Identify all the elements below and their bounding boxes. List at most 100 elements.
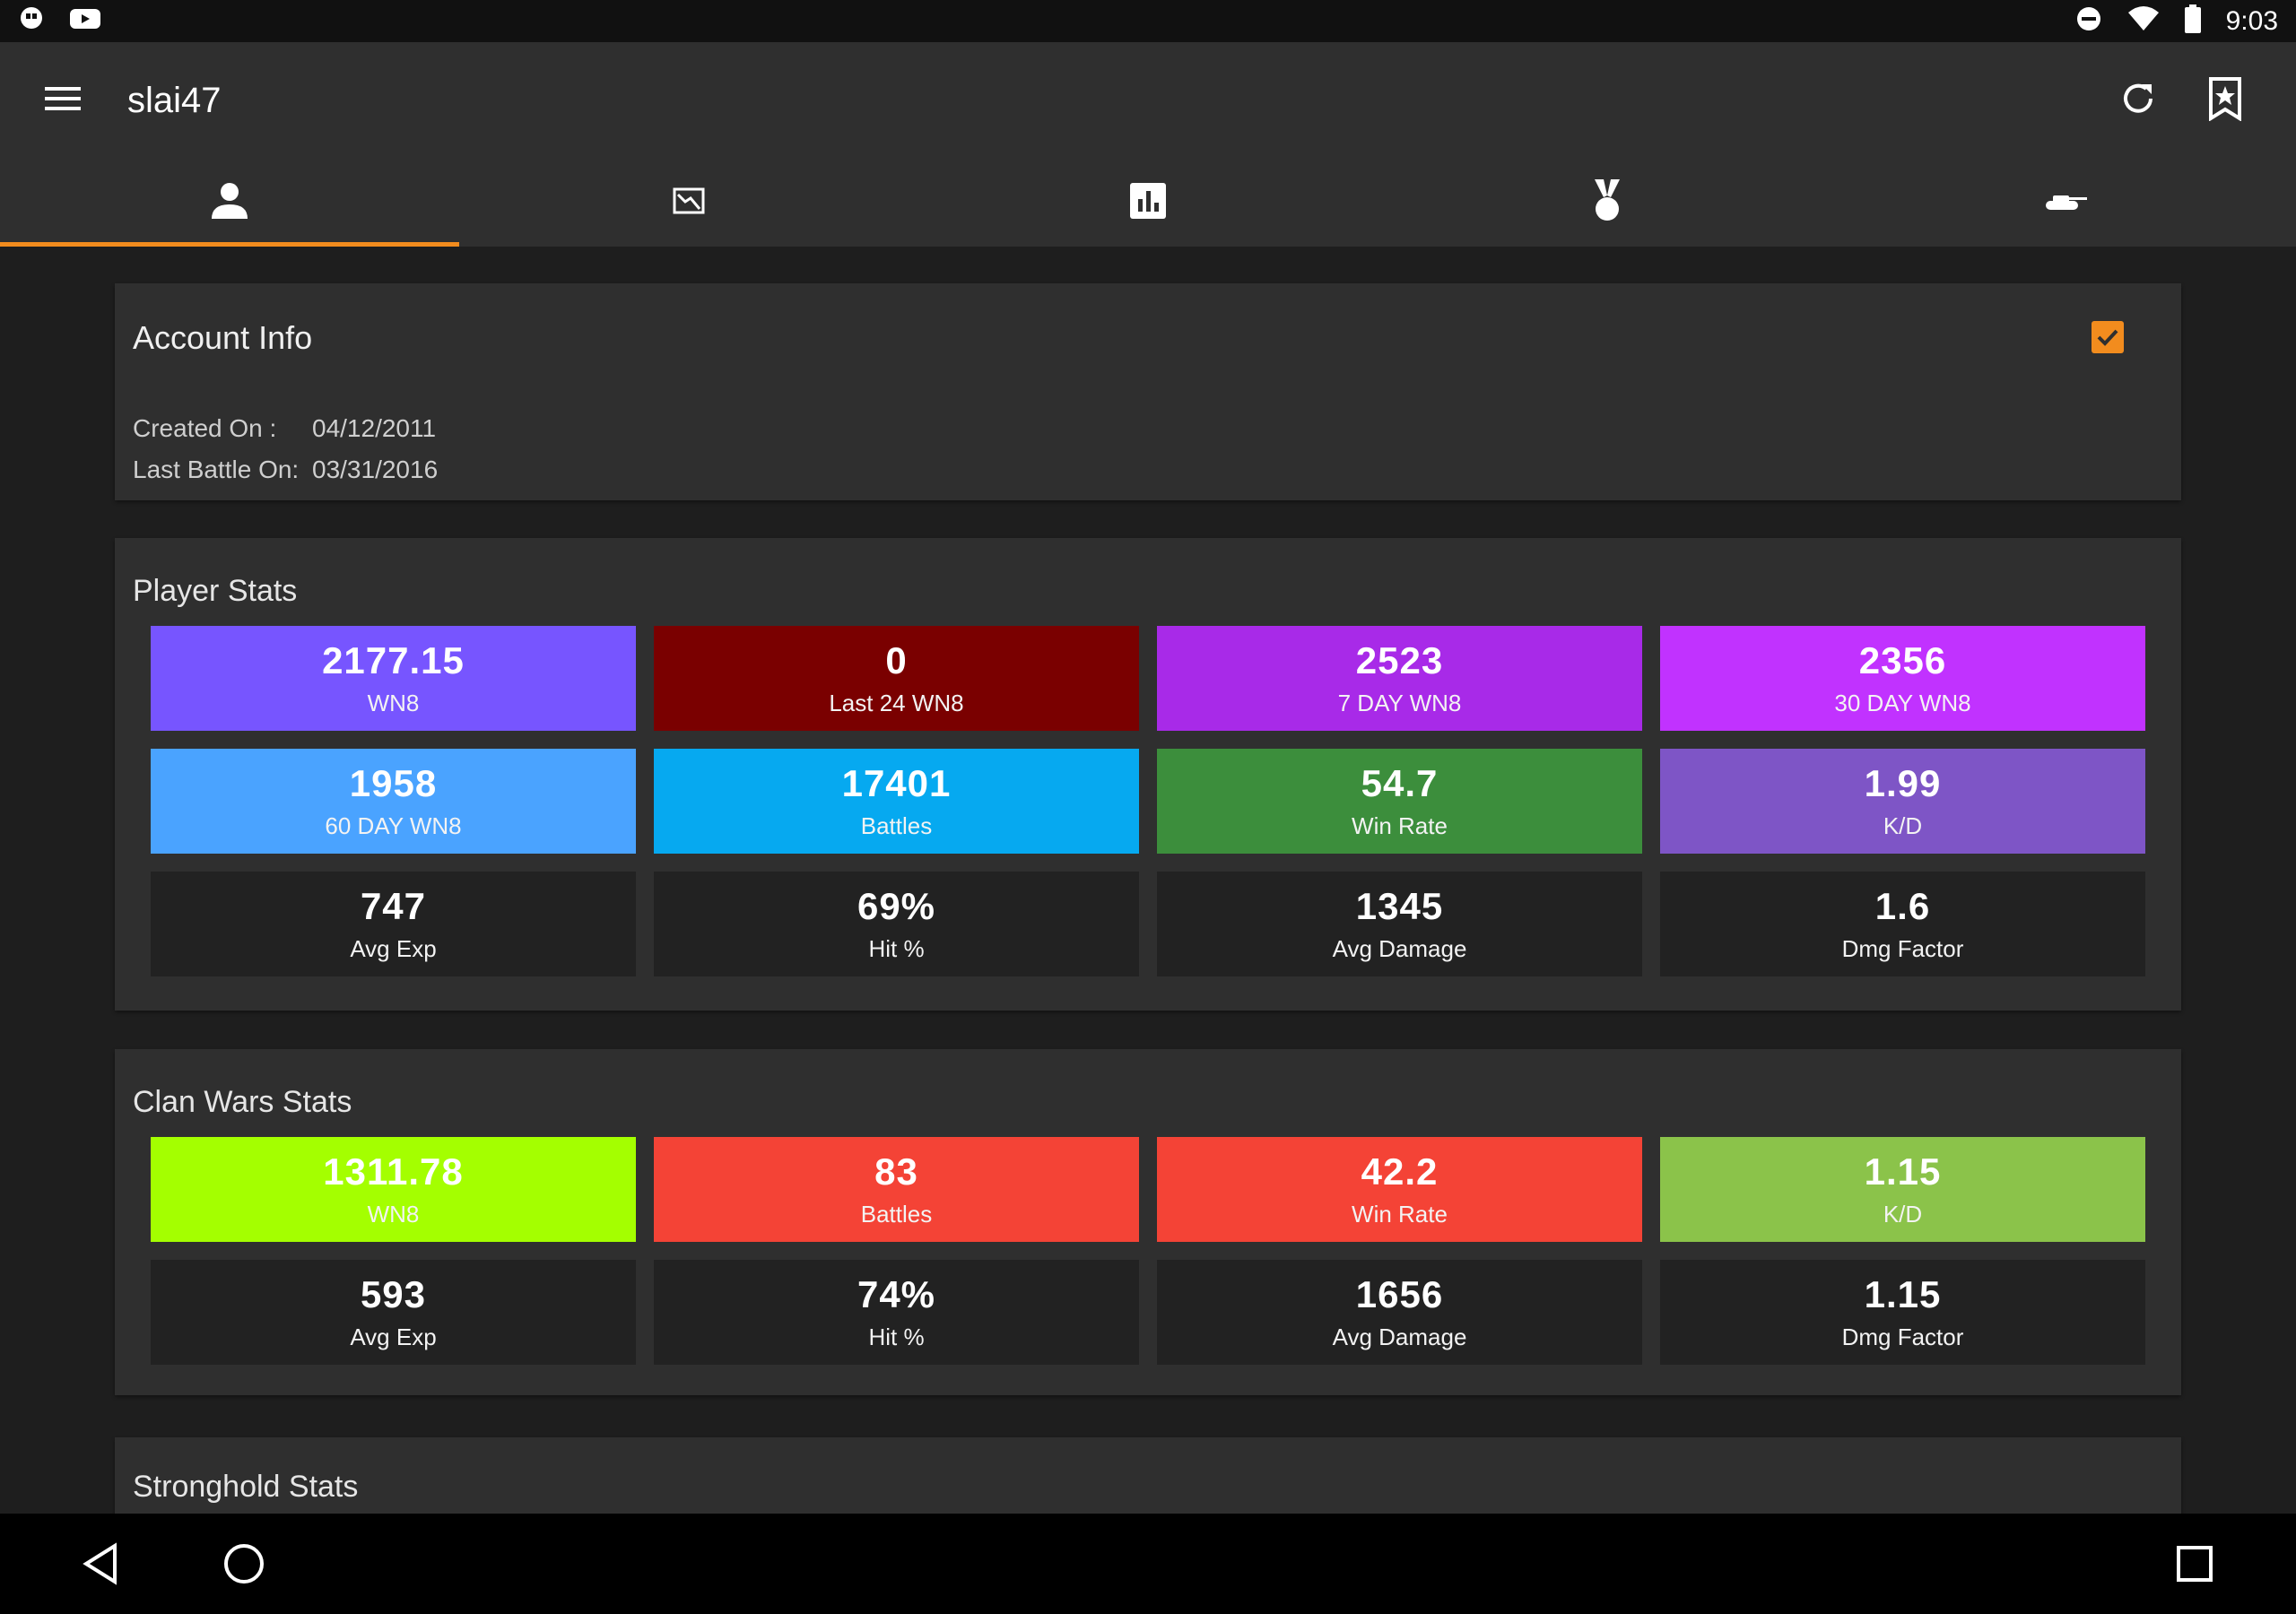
person-icon <box>210 181 249 225</box>
status-time: 9:03 <box>2225 5 2278 36</box>
stat-label: Battles <box>860 1201 933 1228</box>
last-battle-value: 03/31/2016 <box>312 456 439 483</box>
do-not-disturb-icon <box>2075 5 2102 37</box>
created-on-label: Created On : <box>133 414 277 442</box>
clan-stat-tile[interactable]: 1656 Avg Damage <box>1157 1260 1642 1365</box>
clan-stat-tile[interactable]: 1.15 K/D <box>1660 1137 2145 1242</box>
player-stat-tile[interactable]: 1.6 Dmg Factor <box>1660 872 2145 976</box>
page-title: slai47 <box>127 80 222 120</box>
clan-wars-stats-title: Clan Wars Stats <box>133 1085 352 1119</box>
clan-stat-tile[interactable]: 83 Battles <box>654 1137 1139 1242</box>
player-stat-tile[interactable]: 1.99 K/D <box>1660 749 2145 854</box>
stat-value: 1958 <box>349 762 438 804</box>
stat-label: Battles <box>860 812 933 839</box>
last-battle-label: Last Battle On: <box>133 456 300 483</box>
clan-wars-stats-grid: 1311.78 WN8 83 Battles 42.2 Win Rate 1.15 K/D 59… <box>151 1137 2145 1365</box>
stat-value: 74% <box>857 1273 936 1315</box>
clan-stat-tile[interactable]: 1311.78 WN8 <box>151 1137 636 1242</box>
hangouts-icon <box>18 5 45 37</box>
stat-value: 1.99 <box>1864 762 1942 804</box>
player-stat-tile[interactable]: 747 Avg Exp <box>151 872 636 976</box>
stat-label: Dmg Factor <box>1841 935 1964 962</box>
main-content[interactable]: Account Info Created On : 04/12/2011 Las… <box>0 247 2296 1514</box>
stat-label: WN8 <box>367 690 420 716</box>
stat-label: Avg Damage <box>1332 935 1467 962</box>
stat-label: WN8 <box>367 1201 420 1228</box>
stat-value: 1311.78 <box>323 1150 464 1193</box>
player-stat-tile[interactable]: 2177.15 WN8 <box>151 626 636 731</box>
stronghold-stats-title: Stronghold Stats <box>133 1470 359 1504</box>
trend-chart-icon <box>673 187 705 219</box>
stat-label: Last 24 WN8 <box>829 690 964 716</box>
status-left <box>18 5 100 37</box>
clan-stat-tile[interactable]: 593 Avg Exp <box>151 1260 636 1365</box>
created-on-value: 04/12/2011 <box>312 414 437 442</box>
app-bar: slai47 <box>0 42 2296 247</box>
bar-chart-icon <box>1130 182 1166 223</box>
tank-icon <box>2044 190 2089 216</box>
clan-stat-tile[interactable]: 42.2 Win Rate <box>1157 1137 1642 1242</box>
toolbar-actions <box>2118 76 2242 126</box>
status-bar: 9:03 <box>0 0 2296 42</box>
player-stat-tile[interactable]: 54.7 Win Rate <box>1157 749 1642 854</box>
account-info-checkbox[interactable] <box>2092 321 2124 353</box>
player-stats-grid: 2177.15 WN8 0 Last 24 WN8 2523 7 DAY WN8 2356 3… <box>151 626 2145 976</box>
player-stat-tile[interactable]: 2356 30 DAY WN8 <box>1660 626 2145 731</box>
player-stat-tile[interactable]: 0 Last 24 WN8 <box>654 626 1139 731</box>
back-icon[interactable] <box>47 1514 154 1614</box>
tab-achievements[interactable] <box>1378 159 1837 247</box>
stat-label: 7 DAY WN8 <box>1337 690 1462 716</box>
status-right: 9:03 <box>2075 4 2278 38</box>
stat-value: 747 <box>360 885 427 927</box>
stat-label: Avg Exp <box>350 1323 437 1350</box>
stat-label: Avg Exp <box>350 935 437 962</box>
stat-label: 30 DAY WN8 <box>1834 690 1971 716</box>
stat-label: 60 DAY WN8 <box>325 812 462 839</box>
toolbar: slai47 <box>0 42 2296 159</box>
player-stat-tile[interactable]: 2523 7 DAY WN8 <box>1157 626 1642 731</box>
clan-stat-tile[interactable]: 74% Hit % <box>654 1260 1139 1365</box>
stat-value: 1.6 <box>1874 885 1931 927</box>
player-stat-tile[interactable]: 69% Hit % <box>654 872 1139 976</box>
tab-tanks[interactable] <box>1837 159 2296 247</box>
stat-value: 593 <box>360 1273 427 1315</box>
stat-label: Avg Damage <box>1332 1323 1467 1350</box>
menu-icon[interactable] <box>45 85 81 117</box>
tab-bar <box>0 159 2296 247</box>
recents-icon[interactable] <box>2141 1514 2248 1614</box>
player-stat-tile[interactable]: 1958 60 DAY WN8 <box>151 749 636 854</box>
stat-label: K/D <box>1883 812 1923 839</box>
home-icon[interactable] <box>190 1514 298 1614</box>
account-info-title: Account Info <box>133 319 313 356</box>
youtube-icon <box>70 7 100 35</box>
stat-value: 2177.15 <box>322 639 465 681</box>
last-battle-row: Last Battle On: 03/31/2016 <box>133 456 438 484</box>
created-on-row: Created On : 04/12/2011 <box>133 414 436 443</box>
tab-graphs[interactable] <box>459 159 918 247</box>
player-stat-tile[interactable]: 17401 Battles <box>654 749 1139 854</box>
stat-value: 1656 <box>1355 1273 1444 1315</box>
player-stat-tile[interactable]: 1345 Avg Damage <box>1157 872 1642 976</box>
tab-profile[interactable] <box>0 159 459 247</box>
navigation-bar <box>0 1514 2296 1614</box>
refresh-icon[interactable] <box>2118 79 2158 123</box>
stat-value: 0 <box>885 639 908 681</box>
clan-stat-tile[interactable]: 1.15 Dmg Factor <box>1660 1260 2145 1365</box>
stat-label: Win Rate <box>1352 1201 1448 1228</box>
medal-icon <box>1591 178 1623 227</box>
stat-label: Win Rate <box>1352 812 1448 839</box>
clan-wars-stats-card: Clan Wars Stats 1311.78 WN8 83 Battles 42.2 W… <box>115 1049 2181 1395</box>
stat-value: 69% <box>857 885 936 927</box>
stat-label: Hit % <box>868 935 925 962</box>
tab-statistics[interactable] <box>918 159 1378 247</box>
stat-label: K/D <box>1883 1201 1923 1228</box>
stat-value: 1.15 <box>1864 1150 1942 1193</box>
bookmark-star-icon[interactable] <box>2208 76 2242 126</box>
stat-value: 1.15 <box>1864 1273 1942 1315</box>
wifi-icon <box>2127 5 2160 37</box>
player-stats-title: Player Stats <box>133 574 298 608</box>
stat-value: 83 <box>874 1150 918 1193</box>
stat-value: 1345 <box>1355 885 1444 927</box>
player-stats-card: Player Stats 2177.15 WN8 0 Last 24 WN8 2523 7… <box>115 538 2181 1011</box>
battery-icon <box>2184 4 2201 38</box>
